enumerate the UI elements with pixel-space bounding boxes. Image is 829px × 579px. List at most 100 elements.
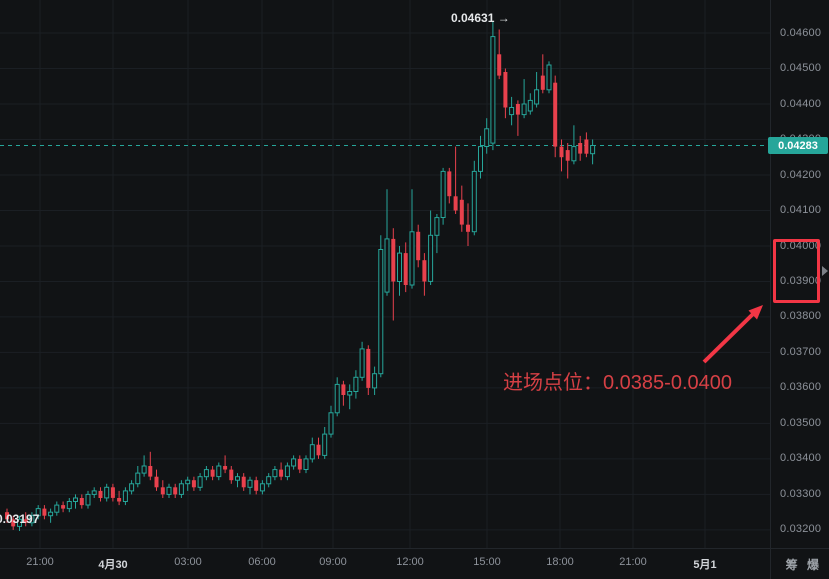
- candle: [291, 455, 297, 470]
- candle: [191, 476, 196, 491]
- candle: [254, 476, 259, 495]
- candle: [303, 455, 309, 474]
- low-price-label: 0.03197: [0, 512, 40, 526]
- candle: [241, 473, 246, 491]
- chart-plot-area[interactable]: 0.04631 → 0.03197 进场点位：0.0385-0.0400: [0, 0, 770, 548]
- candle: [546, 61, 552, 94]
- candle: [484, 118, 490, 154]
- current-price-badge: 0.04283: [768, 137, 828, 154]
- candle: [328, 405, 334, 438]
- time-tick-label: 4月30: [98, 559, 128, 571]
- candle: [478, 135, 483, 179]
- candle: [334, 377, 340, 417]
- candle: [235, 473, 240, 488]
- candle: [203, 466, 209, 481]
- candle: [453, 146, 458, 214]
- candle: [459, 185, 464, 232]
- price-tick-label: 0.03500: [780, 416, 822, 429]
- candle: [23, 512, 28, 527]
- candle: [527, 93, 533, 115]
- candle: [571, 125, 577, 165]
- corner-watermark: 筹 爆: [785, 557, 822, 572]
- time-axis[interactable]: 21:00 4月30 03:00 06:00 09:00 12:00 15:00 18:00 2…: [0, 548, 770, 579]
- axis-corner-cell: 筹 爆: [770, 548, 829, 579]
- candle: [166, 483, 172, 498]
- candle: [403, 242, 408, 293]
- candle: [79, 494, 84, 509]
- candle: [565, 143, 570, 179]
- candle: [590, 139, 596, 165]
- price-tick-label: 0.03800: [780, 310, 822, 323]
- candle: [259, 480, 265, 495]
- candle: [173, 483, 178, 498]
- candle: [503, 68, 508, 119]
- candle: [35, 505, 41, 520]
- candle: [216, 462, 222, 481]
- candle: [91, 487, 97, 498]
- price-tick-label: 0.03200: [780, 523, 822, 536]
- candle: [284, 462, 290, 481]
- candle: [229, 466, 234, 484]
- candle: [359, 341, 365, 381]
- candle: [434, 214, 440, 254]
- candle: [447, 167, 452, 204]
- candle: [490, 22, 496, 151]
- candle: [428, 210, 434, 285]
- price-tick-label: 0.03700: [780, 345, 822, 358]
- price-tick-label: 0.03900: [780, 275, 822, 287]
- price-tick-label: 0.03300: [780, 487, 822, 500]
- candle: [372, 366, 378, 395]
- time-tick-label: 21:00: [619, 556, 647, 568]
- entry-zone-box[interactable]: [773, 238, 820, 303]
- candle: [110, 483, 115, 502]
- candle: [61, 501, 66, 513]
- candle: [309, 437, 315, 463]
- candle: [397, 246, 402, 296]
- candle: [66, 498, 72, 513]
- candle: [73, 494, 78, 509]
- current-price-value: 0.04283: [778, 139, 818, 152]
- time-tick-label: 21:00: [26, 556, 54, 568]
- candlestick-chart[interactable]: [0, 0, 770, 548]
- candle: [48, 508, 54, 523]
- candle: [122, 487, 128, 506]
- candle: [266, 473, 272, 488]
- candle: [178, 480, 184, 498]
- candle: [422, 253, 427, 296]
- price-axis[interactable]: 0.04283 0.046000.045000.044000.043000.04…: [768, 0, 829, 548]
- time-tick-label: 06:00: [248, 556, 276, 568]
- time-tick-label: 15:00: [473, 556, 501, 568]
- candle: [440, 167, 446, 225]
- price-tick-label: 0.04000: [780, 239, 822, 252]
- candle: [416, 224, 421, 268]
- candle: [540, 54, 545, 94]
- candle: [279, 462, 284, 481]
- price-tick-label: 0.04600: [780, 26, 822, 39]
- time-tick-label: 18:00: [546, 556, 574, 568]
- price-tick-label: 0.04100: [780, 204, 822, 216]
- candle: [210, 466, 215, 481]
- candle: [347, 384, 353, 410]
- candle: [409, 189, 415, 289]
- candle: [11, 515, 16, 530]
- candle: [85, 490, 91, 509]
- candle: [29, 512, 35, 527]
- candle: [521, 79, 527, 119]
- price-tick-label: 0.04400: [780, 97, 822, 110]
- candle: [466, 203, 470, 246]
- candle: [98, 487, 103, 502]
- candle: [129, 480, 135, 495]
- entry-point-annotation-text[interactable]: 进场点位：0.0385-0.0400: [503, 372, 733, 394]
- candle: [559, 139, 564, 172]
- scale-marker-icon[interactable]: [822, 265, 828, 276]
- candle: [185, 476, 191, 491]
- candle: [117, 490, 122, 506]
- candle: [553, 75, 558, 158]
- candle: [341, 380, 346, 406]
- price-tick-label: 0.03400: [780, 452, 822, 465]
- time-tick-label: 5月1: [693, 559, 717, 571]
- candle: [272, 466, 278, 481]
- candle: [223, 455, 228, 474]
- candle: [160, 480, 165, 498]
- candle: [515, 100, 520, 136]
